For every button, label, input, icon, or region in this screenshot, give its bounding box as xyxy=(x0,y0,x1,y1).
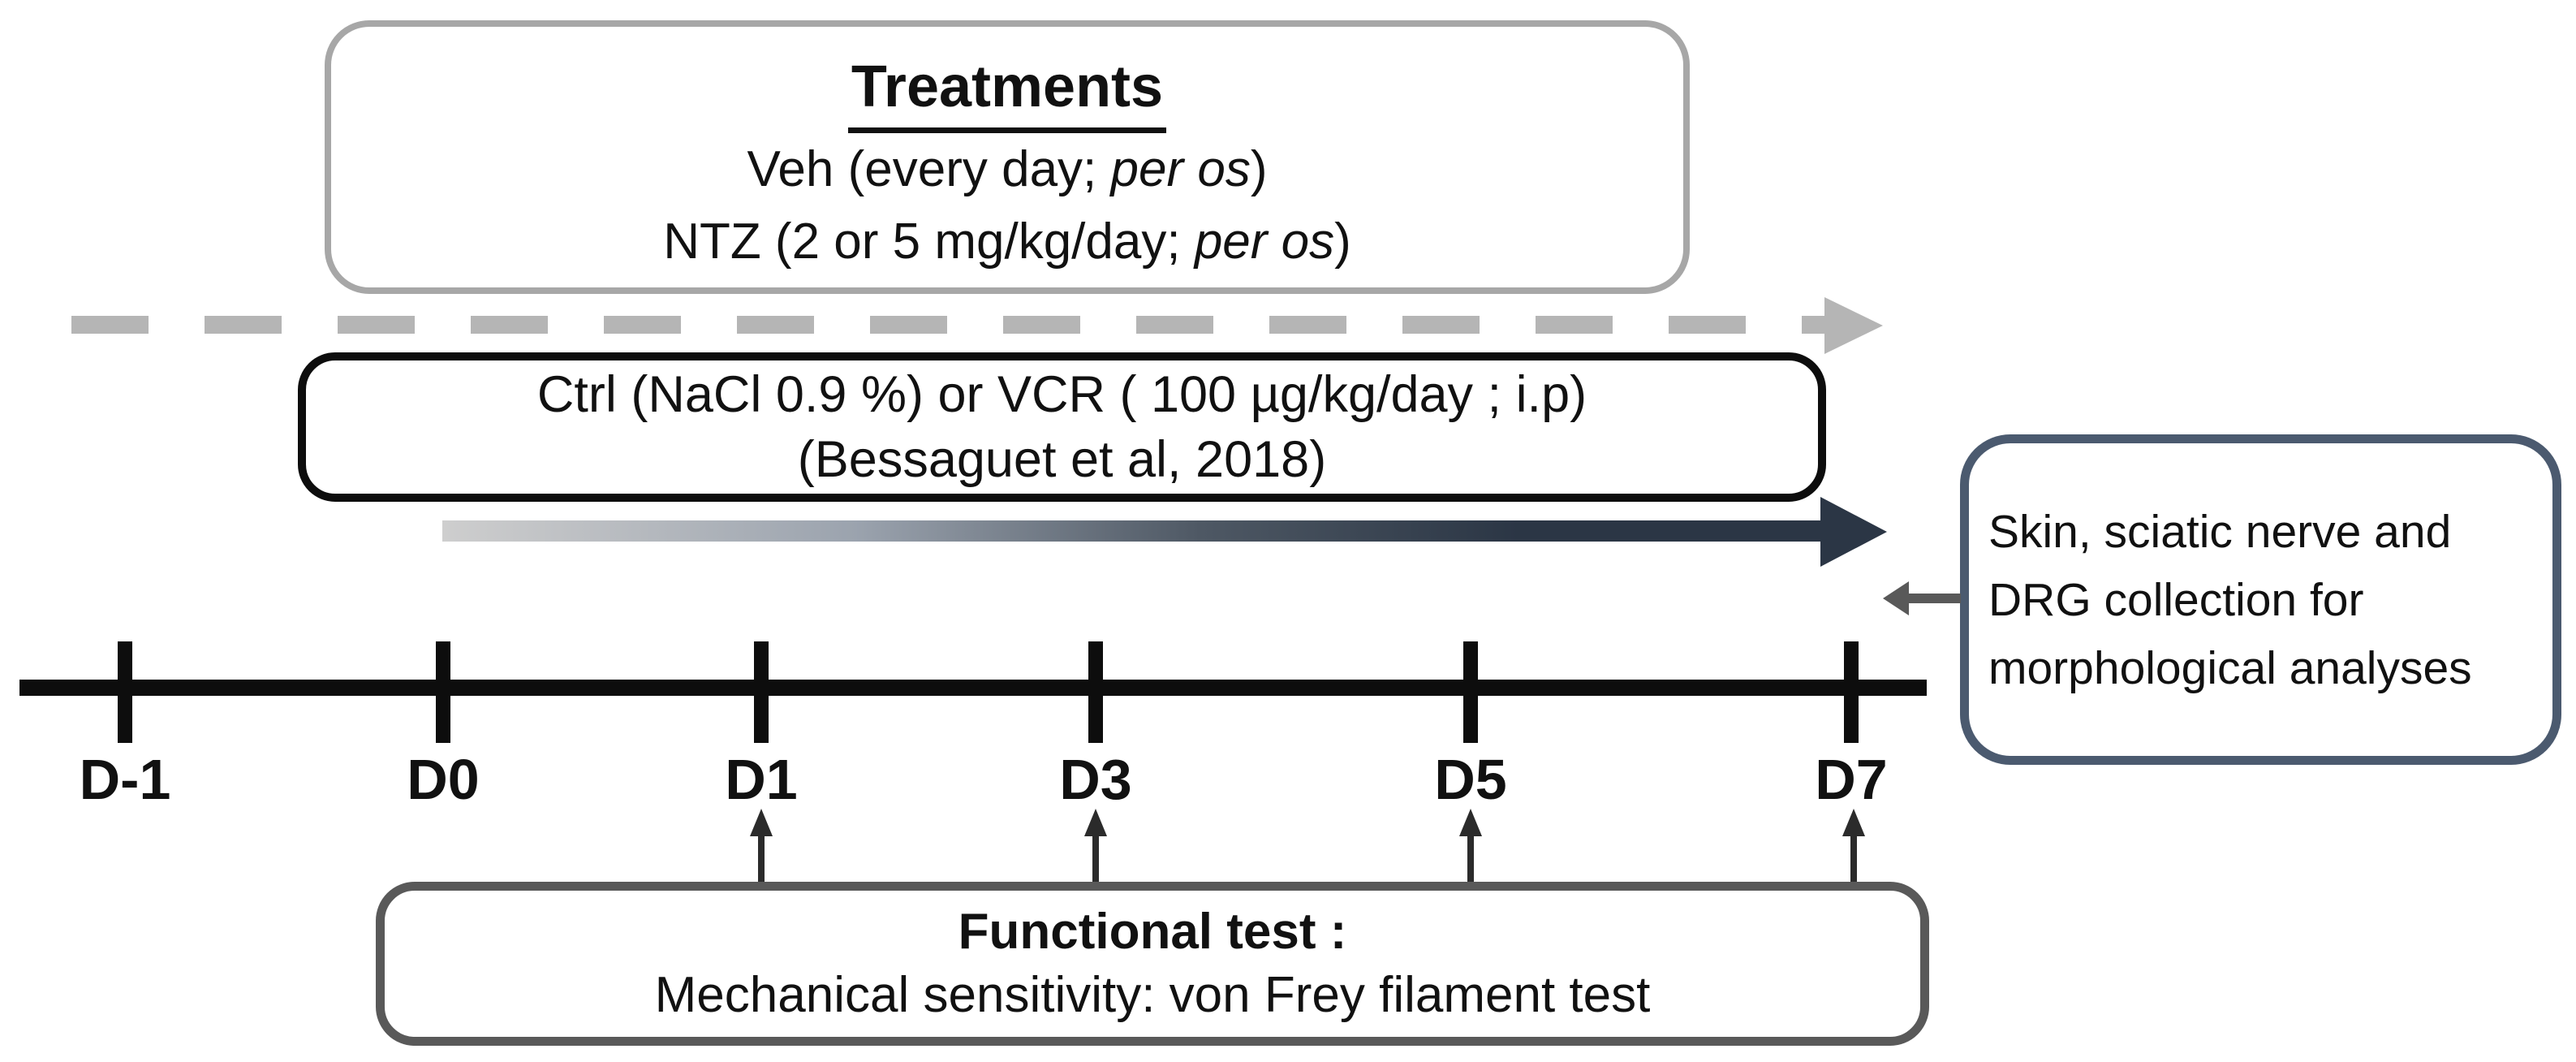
timeline-label-d1: D1 xyxy=(725,748,798,811)
timeline-label-d7: D7 xyxy=(1815,748,1888,811)
timeline-label-d-1: D-1 xyxy=(79,748,171,811)
treatments-title: Treatments xyxy=(847,48,1167,133)
test-arrowhead-d7-icon xyxy=(1842,809,1865,836)
functional-test-subtitle: Mechanical sensitivity: von Frey filamen… xyxy=(654,967,1651,1023)
timeline-tick-d1 xyxy=(754,641,769,743)
gradient-arrow-body xyxy=(442,520,1820,542)
veh-text: Veh (every day; xyxy=(747,141,1111,197)
ntz-per-os: per os xyxy=(1194,214,1335,270)
test-arrowhead-d3-icon xyxy=(1084,809,1107,836)
timeline-label-d0: D0 xyxy=(407,748,480,811)
timeline-tick-d7 xyxy=(1844,641,1859,743)
collection-pointer-shaft xyxy=(1907,594,1961,603)
functional-test-box: Functional test : Mechanical sensitivity… xyxy=(376,882,1929,1046)
treatments-box: Treatments Veh (every day; per os) NTZ (… xyxy=(325,20,1690,294)
test-arrow-shaft-d7 xyxy=(1850,835,1857,885)
dashed-arrow-head-icon xyxy=(1824,297,1883,354)
timeline-tick-d5 xyxy=(1463,641,1478,743)
test-arrow-shaft-d3 xyxy=(1092,835,1099,885)
collection-line-1: Skin, sciatic nerve and xyxy=(1988,505,2452,558)
collection-pointer-arrowhead-icon xyxy=(1883,581,1909,615)
timeline-label-d3: D3 xyxy=(1059,748,1132,811)
timeline-tick-d-1 xyxy=(118,641,132,743)
ntz-close: ) xyxy=(1334,214,1351,270)
veh-per-os: per os xyxy=(1110,141,1251,197)
veh-treatment-line: Veh (every day; per os) xyxy=(747,133,1267,205)
collection-box: Skin, sciatic nerve and DRG collection f… xyxy=(1960,434,2561,765)
veh-close: ) xyxy=(1250,141,1268,197)
test-arrow-shaft-d1 xyxy=(758,835,765,885)
vcr-box: Ctrl (NaCl 0.9 %) or VCR ( 100 µg/kg/day… xyxy=(298,352,1826,502)
test-arrowhead-d5-icon xyxy=(1459,809,1482,836)
timeline-tick-d0 xyxy=(436,641,450,743)
timeline-axis xyxy=(19,680,1927,696)
timeline-tick-d3 xyxy=(1088,641,1103,743)
vcr-line-2: (Bessaguet et al, 2018) xyxy=(797,431,1327,488)
ntz-text: NTZ (2 or 5 mg/kg/day; xyxy=(663,214,1195,270)
ntz-treatment-line: NTZ (2 or 5 mg/kg/day; per os) xyxy=(663,205,1351,278)
test-arrow-shaft-d5 xyxy=(1467,835,1474,885)
vcr-line-1: Ctrl (NaCl 0.9 %) or VCR ( 100 µg/kg/day… xyxy=(536,366,1587,423)
gradient-arrow-head-icon xyxy=(1820,497,1887,567)
test-arrowhead-d1-icon xyxy=(750,809,773,836)
dashed-arrow-line xyxy=(71,316,1824,334)
collection-line-3: morphological analyses xyxy=(1988,641,2472,694)
functional-test-title: Functional test : xyxy=(958,904,1347,960)
collection-line-2: DRG collection for xyxy=(1988,573,2364,626)
timeline-label-d5: D5 xyxy=(1434,748,1507,811)
